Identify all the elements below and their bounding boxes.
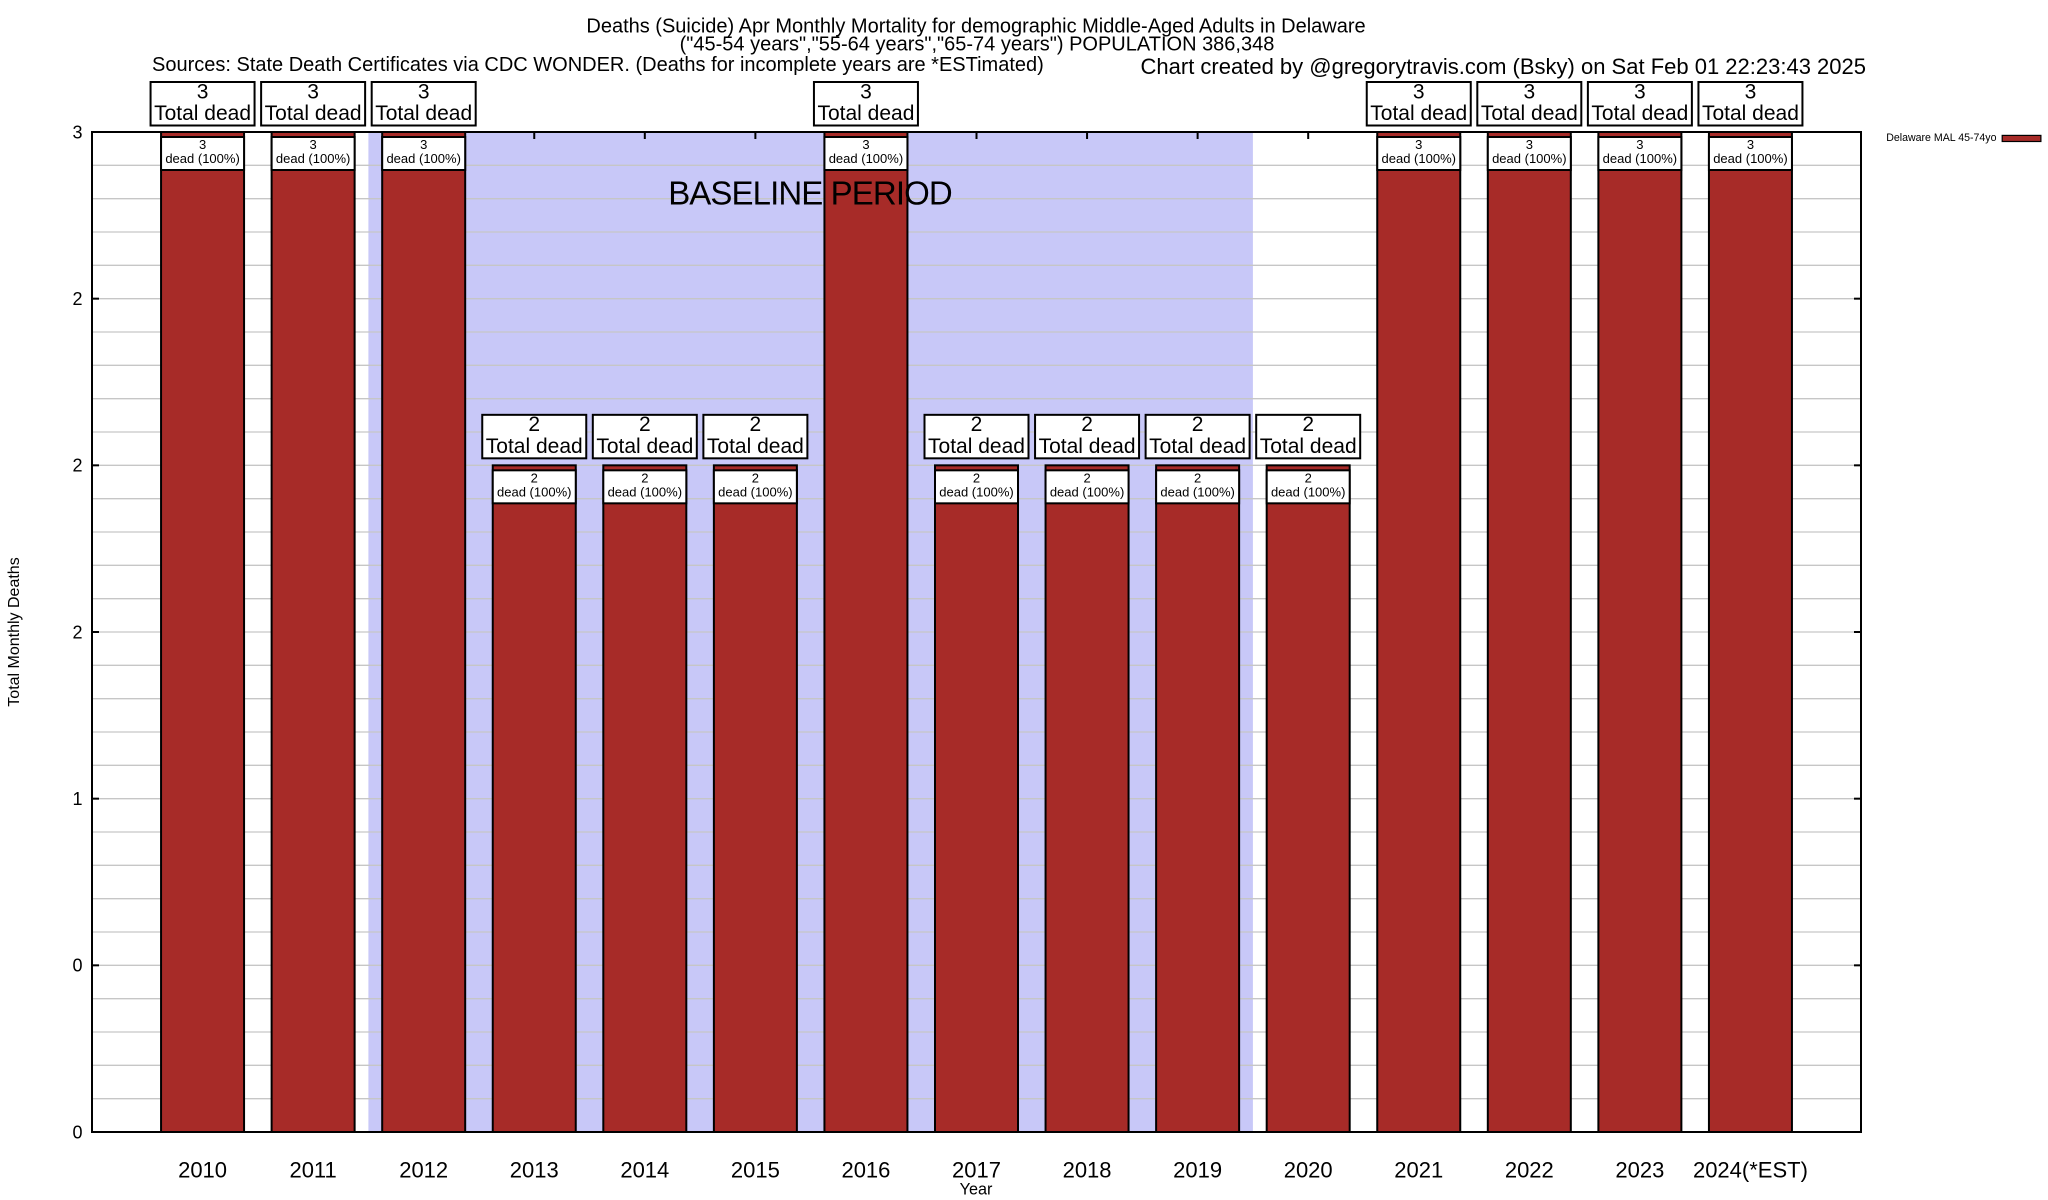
svg-text:2: 2 bbox=[750, 413, 762, 436]
svg-text:2023: 2023 bbox=[1615, 1158, 1664, 1183]
svg-text:Total dead: Total dead bbox=[928, 435, 1025, 458]
svg-text:2024(*EST): 2024(*EST) bbox=[1693, 1158, 1808, 1183]
svg-text:2019: 2019 bbox=[1173, 1158, 1222, 1183]
svg-text:2: 2 bbox=[1083, 471, 1090, 486]
svg-text:3: 3 bbox=[418, 80, 430, 103]
svg-text:dead (100%): dead (100%) bbox=[1271, 485, 1345, 500]
svg-text:3: 3 bbox=[1745, 80, 1757, 103]
svg-text:2: 2 bbox=[1192, 413, 1204, 436]
svg-text:2011: 2011 bbox=[289, 1158, 336, 1183]
svg-text:Total dead: Total dead bbox=[375, 102, 472, 125]
svg-text:Total dead: Total dead bbox=[596, 435, 693, 458]
svg-text:Total dead: Total dead bbox=[154, 102, 251, 125]
svg-text:3: 3 bbox=[420, 137, 427, 152]
svg-text:2: 2 bbox=[528, 413, 540, 436]
svg-text:Total Monthly Deaths: Total Monthly Deaths bbox=[6, 557, 23, 706]
svg-text:dead (100%): dead (100%) bbox=[829, 151, 903, 166]
svg-text:Total dead: Total dead bbox=[1260, 435, 1357, 458]
svg-text:2021: 2021 bbox=[1394, 1158, 1443, 1183]
svg-text:dead (100%): dead (100%) bbox=[718, 485, 792, 500]
svg-text:2: 2 bbox=[1305, 471, 1312, 486]
svg-text:2: 2 bbox=[641, 471, 648, 486]
svg-text:3: 3 bbox=[1634, 80, 1646, 103]
svg-text:0: 0 bbox=[72, 1122, 82, 1142]
svg-text:2020: 2020 bbox=[1284, 1158, 1333, 1183]
svg-text:dead (100%): dead (100%) bbox=[276, 151, 350, 166]
svg-text:Total dead: Total dead bbox=[817, 102, 914, 125]
svg-text:2013: 2013 bbox=[510, 1158, 559, 1183]
svg-text:2: 2 bbox=[973, 471, 980, 486]
svg-text:dead (100%): dead (100%) bbox=[386, 151, 460, 166]
svg-text:2: 2 bbox=[531, 471, 538, 486]
svg-text:Total dead: Total dead bbox=[707, 435, 804, 458]
svg-text:3: 3 bbox=[1523, 80, 1535, 103]
svg-text:2018: 2018 bbox=[1063, 1158, 1112, 1183]
svg-text:Chart created by @gregorytravi: Chart created by @gregorytravis.com (Bsk… bbox=[1141, 54, 1866, 79]
svg-text:Total dead: Total dead bbox=[265, 102, 362, 125]
svg-text:dead (100%): dead (100%) bbox=[1603, 151, 1677, 166]
svg-text:Total dead: Total dead bbox=[1702, 102, 1799, 125]
svg-text:Total dead: Total dead bbox=[486, 435, 583, 458]
svg-text:3: 3 bbox=[1747, 137, 1754, 152]
svg-text:2017: 2017 bbox=[952, 1158, 1001, 1183]
svg-text:2010: 2010 bbox=[178, 1158, 227, 1183]
svg-text:3: 3 bbox=[197, 80, 209, 103]
svg-text:dead (100%): dead (100%) bbox=[1160, 485, 1234, 500]
svg-text:Total dead: Total dead bbox=[1481, 102, 1578, 125]
svg-text:Delaware MAL 45-74yo: Delaware MAL 45-74yo bbox=[1886, 132, 1996, 144]
svg-text:3: 3 bbox=[1526, 137, 1533, 152]
svg-text:1: 1 bbox=[72, 789, 82, 809]
svg-text:Total dead: Total dead bbox=[1370, 102, 1467, 125]
svg-text:3: 3 bbox=[199, 137, 206, 152]
svg-text:3: 3 bbox=[860, 80, 872, 103]
svg-text:2: 2 bbox=[72, 622, 82, 642]
svg-text:Total dead: Total dead bbox=[1149, 435, 1246, 458]
svg-text:2016: 2016 bbox=[841, 1158, 890, 1183]
svg-text:("45-54 years","55-64 years",": ("45-54 years","55-64 years","65-74 year… bbox=[680, 34, 1275, 56]
svg-text:0: 0 bbox=[72, 956, 82, 976]
svg-text:dead (100%): dead (100%) bbox=[165, 151, 239, 166]
svg-text:2014: 2014 bbox=[620, 1158, 669, 1183]
svg-text:3: 3 bbox=[307, 80, 319, 103]
svg-text:3: 3 bbox=[1415, 137, 1422, 152]
svg-text:3: 3 bbox=[1636, 137, 1643, 152]
svg-text:2: 2 bbox=[1302, 413, 1314, 436]
svg-text:2: 2 bbox=[72, 289, 82, 309]
svg-text:2: 2 bbox=[1081, 413, 1093, 436]
svg-text:dead (100%): dead (100%) bbox=[1492, 151, 1566, 166]
svg-text:dead (100%): dead (100%) bbox=[1050, 485, 1124, 500]
svg-text:2: 2 bbox=[72, 456, 82, 476]
svg-text:3: 3 bbox=[72, 122, 82, 142]
svg-text:dead (100%): dead (100%) bbox=[497, 485, 571, 500]
svg-text:BASELINE PERIOD: BASELINE PERIOD bbox=[668, 175, 952, 212]
svg-text:2012: 2012 bbox=[399, 1158, 448, 1183]
svg-text:2: 2 bbox=[971, 413, 983, 436]
svg-text:3: 3 bbox=[1413, 80, 1425, 103]
svg-text:dead (100%): dead (100%) bbox=[1713, 151, 1787, 166]
svg-text:Deaths (Suicide) Apr Monthly M: Deaths (Suicide) Apr Monthly Mortality f… bbox=[586, 16, 1365, 38]
svg-text:dead (100%): dead (100%) bbox=[939, 485, 1013, 500]
svg-text:2015: 2015 bbox=[731, 1158, 780, 1183]
svg-text:Total dead: Total dead bbox=[1591, 102, 1688, 125]
svg-text:dead (100%): dead (100%) bbox=[608, 485, 682, 500]
svg-text:3: 3 bbox=[310, 137, 317, 152]
svg-text:2022: 2022 bbox=[1505, 1158, 1554, 1183]
svg-text:3: 3 bbox=[862, 137, 869, 152]
svg-text:dead (100%): dead (100%) bbox=[1382, 151, 1456, 166]
svg-text:Year: Year bbox=[960, 1181, 993, 1199]
svg-text:2: 2 bbox=[752, 471, 759, 486]
svg-text:2: 2 bbox=[1194, 471, 1201, 486]
svg-text:2: 2 bbox=[639, 413, 651, 436]
svg-text:Sources: State Death Certifica: Sources: State Death Certificates via CD… bbox=[152, 54, 1044, 76]
svg-text:Total dead: Total dead bbox=[1039, 435, 1136, 458]
